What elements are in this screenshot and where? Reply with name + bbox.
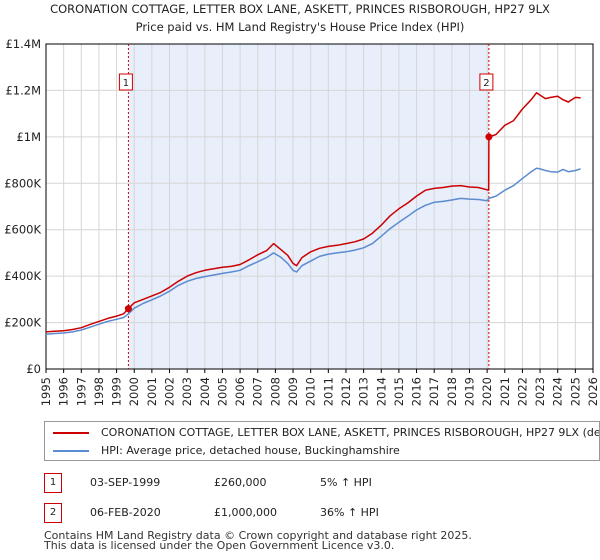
y-tick-label: £0 — [26, 362, 41, 376]
legend-item-property: CORONATION COTTAGE, LETTER BOX LANE, ASK… — [53, 425, 600, 441]
sale-marker-label: 1 — [44, 473, 62, 493]
x-tick-label: 1996 — [57, 377, 71, 406]
legend: CORONATION COTTAGE, LETTER BOX LANE, ASK… — [44, 421, 600, 461]
sale-price: £1,000,000 — [214, 506, 277, 519]
x-tick-label: 2009 — [286, 377, 300, 406]
x-tick-label: 1998 — [92, 377, 106, 406]
sale-marker-label-2: 2 — [483, 78, 489, 89]
sale-marker-box-1 — [118, 73, 133, 91]
x-tick-label: 2014 — [374, 377, 388, 406]
x-tick-label: 2005 — [215, 377, 229, 406]
price-chart: CORONATION COTTAGE, LETTER BOX LANE, ASK… — [4, 2, 600, 406]
x-tick-label: 2006 — [233, 377, 247, 406]
legend-label-hpi: HPI: Average price, detached house, Buck… — [101, 444, 400, 457]
sale-row-2: 2 06-FEB-2020 £1,000,000 36% ↑ HPI — [44, 503, 584, 523]
x-tick-label: 2008 — [268, 377, 282, 406]
x-tick-label: 2020 — [480, 377, 494, 406]
x-tick-label: 2003 — [180, 377, 194, 406]
sale-marker-label: 2 — [44, 503, 62, 523]
chart-subtitle: Price paid vs. HM Land Registry's House … — [136, 20, 465, 34]
x-tick-label: 2011 — [321, 377, 335, 406]
y-tick-label: £1.4M — [5, 37, 41, 51]
footer: Contains HM Land Registry data © Crown c… — [44, 529, 472, 552]
property-series-line — [45, 92, 581, 333]
x-tick-label: 2019 — [462, 377, 476, 406]
x-tick-label: 2022 — [515, 377, 529, 406]
x-tick-label: 2012 — [339, 377, 353, 406]
sale-date: 03-SEP-1999 — [90, 476, 161, 489]
x-tick-label: 2025 — [568, 377, 582, 406]
plot-area: £0 £200K £400K £600K £800K £1M £1.2M £1.4M 1995 1… — [4, 37, 600, 406]
x-tick-label: 2000 — [127, 377, 141, 406]
y-tick-label: £1M — [16, 130, 41, 144]
x-tick-label: 2001 — [145, 377, 159, 406]
x-tick-label: 2018 — [445, 377, 459, 406]
legend-swatch-property — [53, 432, 89, 434]
shaded-ownership-period — [128, 44, 489, 369]
sale-row-1: 1 03-SEP-1999 £260,000 5% ↑ HPI — [44, 473, 584, 493]
plot-frame — [45, 43, 594, 370]
sale-price: £260,000 — [214, 476, 267, 489]
sale-point-2 — [485, 133, 493, 141]
y-tick-label: £800K — [4, 176, 41, 190]
x-tick-label: 2017 — [427, 377, 441, 406]
legend-swatch-hpi — [53, 450, 89, 452]
footer-copyright: Contains HM Land Registry data © Crown c… — [44, 529, 472, 542]
sale-marker-label-1: 1 — [123, 78, 129, 89]
chart-title: CORONATION COTTAGE, LETTER BOX LANE, ASK… — [50, 2, 550, 16]
sale-hpi-change: 36% ↑ HPI — [320, 506, 379, 519]
x-tick-label: 2004 — [198, 377, 212, 406]
x-tick-label: 2021 — [498, 377, 512, 406]
y-tick-label: £200K — [4, 316, 41, 330]
y-tick-label: £600K — [4, 223, 41, 237]
x-tick-label: 2013 — [357, 377, 371, 406]
x-tick-label: 2015 — [392, 377, 406, 406]
y-tick-label: £400K — [4, 269, 41, 283]
x-tick-label: 2002 — [163, 377, 177, 406]
sale-point-1 — [124, 305, 132, 313]
x-tick-label: 1999 — [110, 377, 124, 406]
x-tick-label: 2010 — [304, 377, 318, 406]
sale-marker-box-2 — [479, 73, 494, 91]
x-tick-label: 1997 — [74, 377, 88, 406]
x-tick-label: 2024 — [551, 377, 565, 406]
legend-item-hpi: HPI: Average price, detached house, Buck… — [53, 443, 400, 459]
footer-licence: This data is licensed under the Open Gov… — [44, 539, 395, 552]
x-tick-label: 2023 — [533, 377, 547, 406]
x-tick-label: 2016 — [410, 377, 424, 406]
hpi-series-line — [45, 167, 581, 335]
sale-hpi-change: 5% ↑ HPI — [320, 476, 372, 489]
y-tick-label: £1.2M — [5, 83, 41, 97]
legend-label-property: CORONATION COTTAGE, LETTER BOX LANE, ASK… — [101, 426, 600, 439]
sale-date: 06-FEB-2020 — [90, 506, 161, 519]
x-tick-label: 1995 — [39, 377, 53, 406]
x-tick-label: 2026 — [586, 377, 600, 406]
x-tick-label: 2007 — [251, 377, 265, 406]
